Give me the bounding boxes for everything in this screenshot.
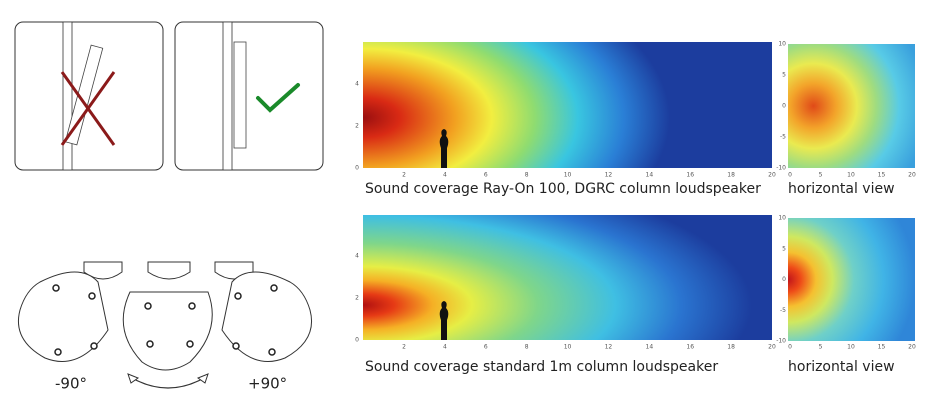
x-tick-label: 16	[686, 344, 694, 351]
x-tick-label: 4	[443, 344, 447, 351]
center-body	[122, 291, 213, 371]
x-tick-label: 18	[727, 344, 735, 351]
rotation-arrow	[131, 377, 205, 389]
y-tick-label: 10	[778, 215, 786, 222]
y-tick-label: 0	[782, 276, 786, 283]
y-tick-label: 0	[782, 103, 786, 110]
screw	[234, 292, 242, 300]
y-tick-label: 4	[355, 253, 359, 260]
horizontal-heatmap	[788, 44, 915, 168]
rotation-label: +90°	[248, 375, 287, 393]
screw	[52, 284, 60, 292]
x-tick-label: 12	[605, 172, 613, 179]
x-tick-label: 20	[768, 172, 776, 179]
caption: Sound coverage Ray-On 100, DGRC column l…	[365, 181, 761, 197]
y-tick-label: -10	[776, 165, 786, 172]
x-tick-label: 5	[819, 344, 823, 351]
x-tick-label: 10	[847, 344, 855, 351]
correct-mount-frame	[174, 21, 324, 171]
y-tick-label: 2	[355, 123, 359, 130]
arrow-head	[196, 373, 209, 384]
x-tick-label: 0	[788, 172, 792, 179]
check-mark	[256, 83, 300, 113]
x-tick-label: 5	[819, 172, 823, 179]
arrow-head	[127, 373, 140, 384]
x-tick-label: 10	[564, 172, 572, 179]
y-tick-label: 0	[355, 337, 359, 344]
y-tick-label: 5	[782, 245, 786, 252]
x-tick-label: 2	[402, 344, 406, 351]
person-silhouette	[439, 129, 449, 168]
screw	[144, 302, 152, 310]
y-tick-label: -5	[780, 134, 786, 141]
x-tick-label: 8	[525, 172, 529, 179]
x-tick-label: 6	[484, 172, 488, 179]
y-tick-label: -10	[776, 338, 786, 345]
x-tick-label: 0	[788, 344, 792, 351]
x-tick-label: 2	[402, 172, 406, 179]
x-tick-label: 16	[686, 172, 694, 179]
wall-pole	[62, 21, 73, 171]
side-caption: horizontal view	[788, 359, 895, 375]
x-tick-label: 12	[605, 344, 613, 351]
screw	[232, 342, 240, 350]
x-tick-label: 15	[878, 344, 886, 351]
x-tick-label: 15	[878, 172, 886, 179]
rotated-body-right	[221, 271, 312, 362]
screw	[54, 348, 62, 356]
x-tick-label: 6	[484, 344, 488, 351]
x-tick-label: 8	[525, 344, 529, 351]
x-tick-label: 10	[564, 344, 572, 351]
screw	[90, 342, 98, 350]
straight-speaker	[233, 41, 247, 149]
horizontal-heatmap	[788, 218, 915, 341]
x-tick-label: 20	[768, 344, 776, 351]
screw	[188, 302, 196, 310]
coverage-heatmap	[363, 42, 772, 168]
screw	[88, 292, 96, 300]
speaker-head	[83, 261, 123, 280]
screw	[146, 340, 154, 348]
x-tick-label: 10	[847, 172, 855, 179]
y-tick-label: 4	[355, 81, 359, 88]
screw	[186, 340, 194, 348]
speaker-head	[147, 261, 191, 280]
caption: Sound coverage standard 1m column loudsp…	[365, 359, 718, 375]
y-tick-label: -5	[780, 307, 786, 314]
wall-pole	[222, 21, 233, 171]
y-tick-label: 0	[355, 165, 359, 172]
person-silhouette	[439, 301, 449, 340]
cross-mark	[60, 71, 116, 146]
x-tick-label: 14	[646, 172, 654, 179]
x-tick-label: 14	[646, 344, 654, 351]
rotated-body-left	[18, 271, 109, 362]
side-caption: horizontal view	[788, 181, 895, 197]
x-tick-label: 18	[727, 172, 735, 179]
rotation-label: -90°	[55, 375, 87, 393]
coverage-heatmap	[363, 215, 772, 340]
screw	[270, 284, 278, 292]
screw-points	[52, 284, 278, 356]
x-tick-label: 20	[908, 344, 916, 351]
y-tick-label: 2	[355, 295, 359, 302]
x-tick-label: 4	[443, 172, 447, 179]
x-tick-label: 20	[908, 172, 916, 179]
y-tick-label: 5	[782, 72, 786, 79]
screw	[268, 348, 276, 356]
y-tick-label: 10	[778, 41, 786, 48]
